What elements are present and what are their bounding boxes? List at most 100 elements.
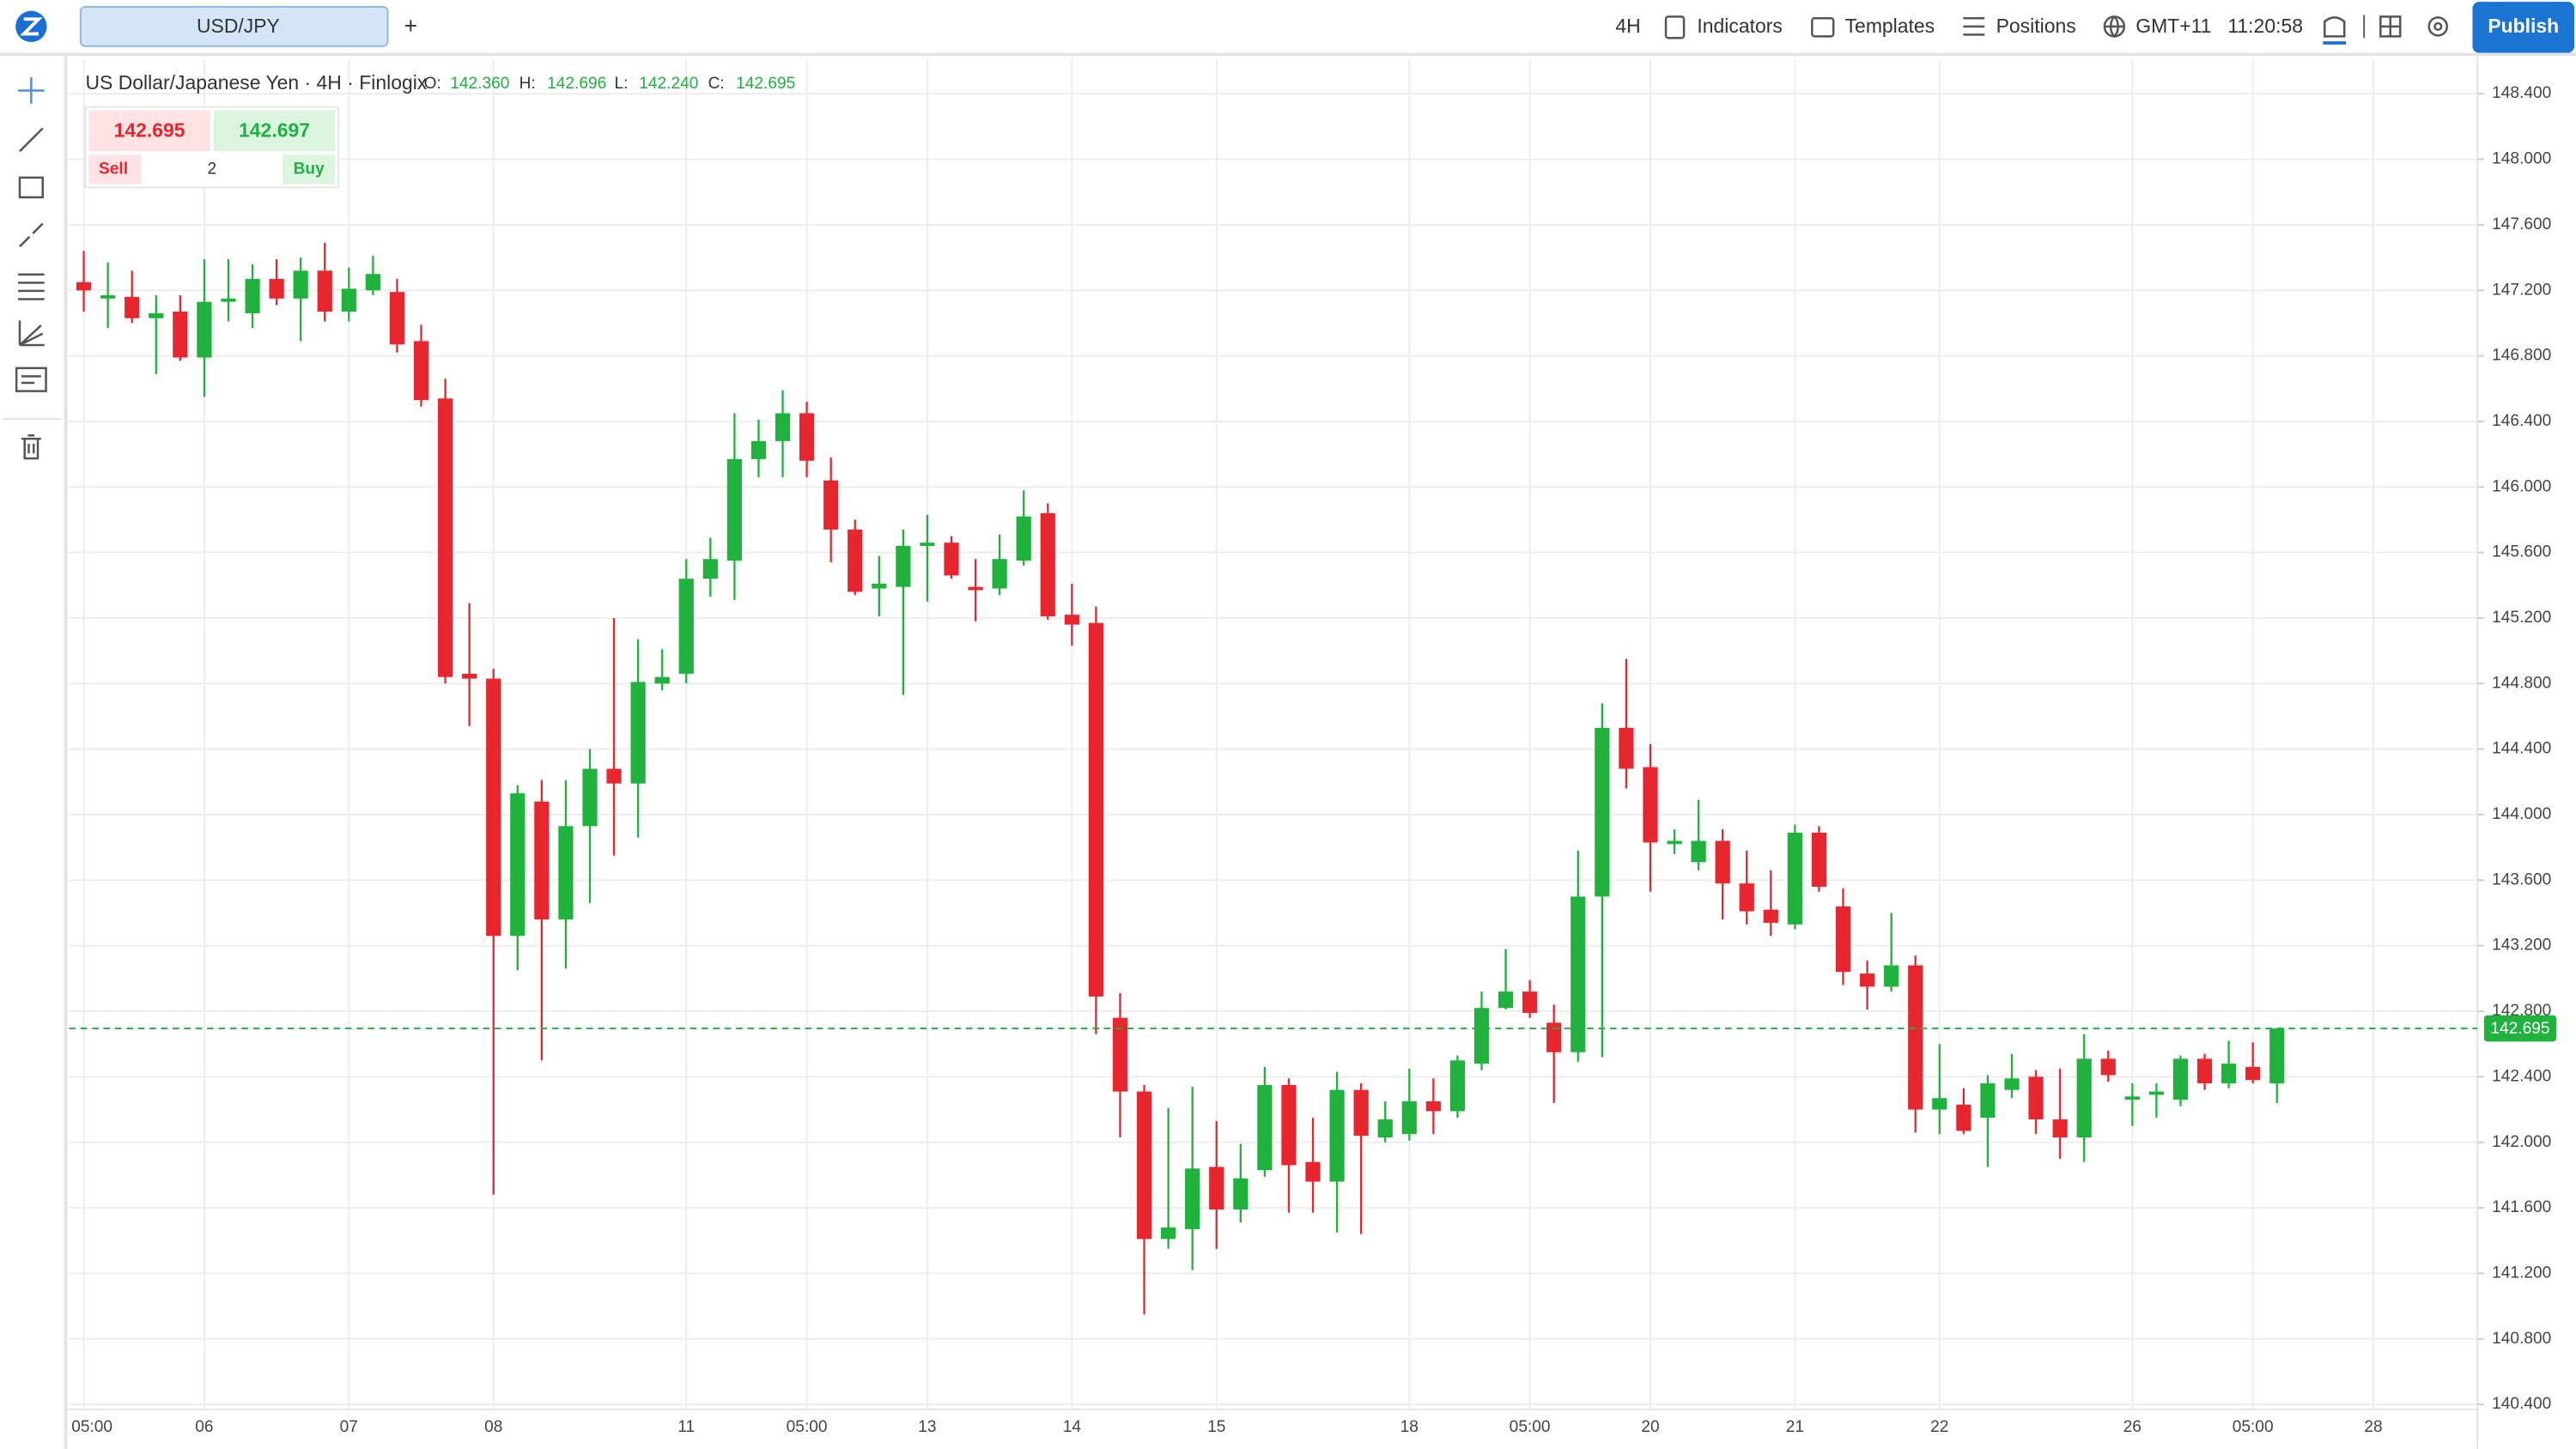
candle-body [702,559,718,579]
sell-price-box[interactable] [88,110,210,152]
candle-body [1715,840,1730,884]
candle-body [1136,1091,1152,1240]
candle-body [1209,1167,1224,1210]
candle-body [799,413,815,461]
x-tick-label: 05:00 [2233,1418,2274,1436]
y-tick-label: 146.800 [2492,347,2551,365]
y-tick-label: 144.800 [2492,674,2551,692]
candle-body [1377,1119,1393,1138]
positions-button[interactable]: Positions [1996,15,2076,37]
candle-body [293,270,308,299]
candle-body [1040,512,1055,617]
candle-body [269,278,284,299]
y-tick-label: 144.400 [2492,740,2551,758]
add-tab[interactable]: + [404,13,417,39]
candle-body [1233,1178,1249,1210]
positions-icon [1963,17,1985,36]
y-tick-label: 145.200 [2492,609,2551,627]
candle-body [2172,1058,2189,1100]
candle-body [1016,516,1031,561]
x-tick-label: 18 [1400,1418,1419,1436]
indicators-button[interactable]: Indicators [1697,15,1782,37]
candle-body [558,826,574,920]
candle-body [1401,1101,1417,1135]
y-tick-label: 147.600 [2492,215,2551,233]
buy-price-box[interactable] [213,110,336,152]
symbol-tab[interactable] [79,5,389,47]
candle-body [1498,991,1514,1009]
candle-body [1932,1098,1947,1110]
interval-button[interactable]: 4H [1615,15,1640,37]
crosshair-tool[interactable] [18,77,45,104]
screenshot-icon[interactable] [2324,16,2346,38]
candles [76,242,2285,1315]
globe-lines [2104,15,2124,39]
templates-button[interactable]: Templates [1845,15,1935,37]
candle-body [2196,1058,2213,1084]
y-tick-label: 144.000 [2492,805,2551,823]
candle-body [848,529,863,592]
sell-button[interactable] [88,155,142,185]
x-tick-label: 15 [1207,1418,1225,1436]
candle-body [2004,1078,2020,1090]
candle-body [1088,622,1104,997]
x-tick-label: 22 [1930,1418,1948,1436]
top-bar: USD/JPY + 4H Indicators Templates Positi… [0,2,2576,57]
candle-body [1305,1161,1321,1182]
ohlc-value: 142.240 [639,75,698,93]
publish-label: Publish [2488,15,2559,37]
quantity[interactable]: 2 [207,160,216,178]
candle-body [1161,1227,1176,1240]
candle-body [1546,1022,1562,1052]
candle-body [1956,1104,1971,1131]
x-tick-label: 05:00 [787,1418,828,1436]
candle-body [2100,1058,2116,1076]
x-tick-label: 08 [484,1418,502,1436]
candle-body [750,440,767,459]
candle-body [1884,965,1899,987]
candle-body [1811,832,1827,887]
candle-body [1691,840,1706,863]
text-tool[interactable] [15,367,47,392]
candle-body [1643,767,1658,843]
candle-body [1112,1017,1128,1092]
buy-button[interactable] [283,155,336,185]
candle-body [1257,1084,1273,1171]
candle-body [1787,832,1802,925]
candle-body [968,586,983,591]
settings-icon[interactable] [2427,16,2449,37]
timezone-button[interactable]: GMT+11 [2136,15,2211,37]
candle-body [197,301,212,358]
publish-button[interactable] [2472,2,2575,53]
x-tick-label: 11 [677,1418,695,1436]
candle-body [1522,991,1538,1013]
y-tick-label: 140.800 [2492,1330,2551,1348]
rectangle-tool[interactable] [18,176,44,199]
channel-tool[interactable] [19,222,44,248]
candle-body [437,398,453,677]
candle-body [992,559,1007,589]
layout-icon[interactable] [2379,15,2402,38]
candle-body [678,579,694,674]
y-tick-label: 146.000 [2492,477,2551,495]
candle-body [1329,1089,1345,1182]
indicators-icon [1664,15,1686,39]
candle-body [2052,1119,2068,1138]
ohlc-value: 142.360 [450,75,509,93]
candle-body [944,543,959,576]
fan-tool[interactable] [18,320,45,347]
fib-tool[interactable] [18,273,45,300]
legend-title: US Dollar/Japanese Yen · 4H · Finlogix [85,71,427,94]
candle-body [726,458,743,561]
candle-body [823,480,839,530]
x-tick-label: 06 [195,1418,213,1436]
trendline-tool[interactable] [19,127,44,153]
candle-body [2124,1096,2140,1100]
x-tick-label: 26 [2123,1418,2142,1436]
delete-tool[interactable] [21,434,41,460]
last-price-label: 142.695 [2490,1020,2549,1038]
candle-body [125,296,140,318]
candle-body [1835,906,1851,973]
ohlc-value: 142.695 [736,75,795,93]
